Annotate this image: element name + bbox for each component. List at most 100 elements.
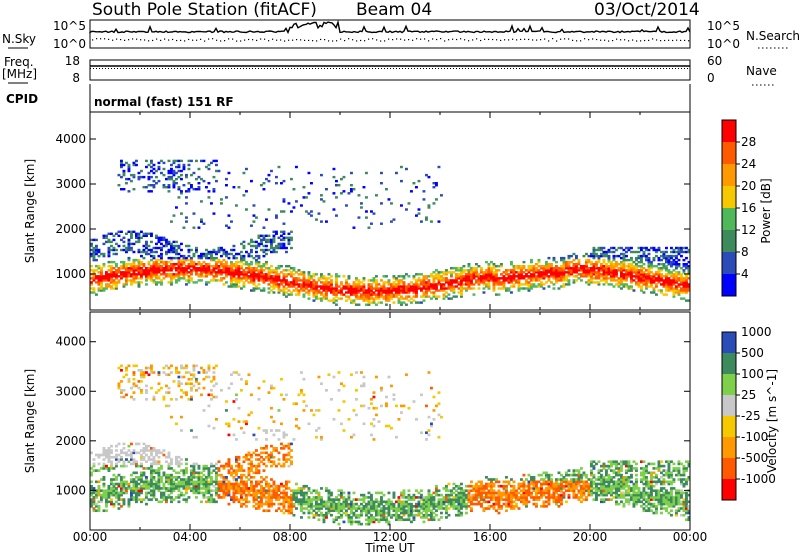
colorbar-swatch [722,142,736,164]
heatmap-cell [323,503,326,506]
heatmap-cell [178,481,181,484]
heatmap-cell [120,476,123,479]
heatmap-cell [608,283,611,285]
heatmap-cell [333,176,336,178]
heatmap-cell [283,210,286,212]
heatmap-cell [363,376,366,379]
heatmap-cell [623,253,626,255]
heatmap-cell [350,188,353,190]
heatmap-cell [223,465,226,468]
heatmap-cell [685,263,688,265]
heatmap-cell [515,271,518,273]
heatmap-cell [170,371,173,374]
heatmap-cell [285,434,288,437]
nsearch-point [240,40,241,41]
heatmap-cell [160,481,163,484]
heatmap-cell [153,180,156,182]
heatmap-cell [308,503,311,506]
heatmap-cell [603,251,606,253]
nsearch-point [548,40,549,41]
heatmap-cell [458,291,461,293]
heatmap-cell [205,489,208,492]
heatmap-cell [178,460,181,463]
heatmap-cell [185,202,188,204]
heatmap-cell [618,267,621,269]
heatmap-cell [130,269,133,271]
heatmap-cell [158,449,161,452]
heatmap-cell [118,279,121,281]
heatmap-cell [295,166,298,168]
heatmap-cell [370,503,373,506]
beam-label: Beam 04 [356,0,432,20]
heatmap-cell [213,188,216,190]
heatmap-cell [283,269,286,271]
heatmap-cell [205,465,208,468]
nsearch-point [520,39,521,40]
heatmap-cell [195,389,198,392]
station-title: South Pole Station (fitACF) [92,0,317,20]
heatmap-cell [280,394,283,397]
heatmap-cell [160,501,163,504]
heatmap-cell [255,251,258,253]
heatmap-cell [108,447,111,450]
heatmap-cell [458,281,461,283]
heatmap-cell [100,279,103,281]
heatmap-cell [360,371,363,374]
heatmap-cell [533,283,536,285]
heatmap-cell [498,265,501,267]
heatmap-cell [208,369,211,372]
heatmap-cell [125,481,128,484]
heatmap-cell [103,243,106,245]
heatmap-cell [143,371,146,374]
heatmap-cell [418,212,421,214]
heatmap-cell [143,186,146,188]
heatmap-cell [110,445,113,448]
heatmap-cell [665,255,668,257]
heatmap-cell [110,269,113,271]
heatmap-cell [225,261,228,263]
heatmap-cell [515,265,518,267]
heatmap-cell [185,196,188,198]
heatmap-cell [375,512,378,515]
heatmap-cell [95,293,98,295]
heatmap-cell [140,474,143,477]
heatmap-cell [433,275,436,277]
heatmap-cell [615,261,618,263]
heatmap-cell [170,398,173,401]
heatmap-cell [183,391,186,394]
heatmap-cell [238,498,241,501]
heatmap-cell [170,220,173,222]
heatmap-cell [135,233,138,235]
heatmap-cell [110,489,113,492]
heatmap-cell [628,263,631,265]
heatmap-cell [130,478,133,481]
heatmap-cell [158,281,161,283]
heatmap-cell [163,239,166,241]
heatmap-cell [123,396,126,399]
cpid-value: normal (fast) 151 RF [94,95,234,109]
heatmap-cell [108,458,111,461]
heatmap-cell [128,460,131,463]
freq-panel: Freq. [MHz] 18 8 60 0 Nave [2,54,777,85]
heatmap-cell [288,496,291,499]
nsearch-point [308,40,309,41]
nsearch-point [112,40,113,41]
heatmap-cell [95,469,98,472]
heatmap-cell [103,275,106,277]
heatmap-cell [473,267,476,269]
heatmap-cell [548,269,551,271]
heatmap-cell [238,467,241,470]
heatmap-cell [205,376,208,379]
heatmap-cell [448,279,451,281]
heatmap-cell [263,227,266,229]
heatmap-cell [158,180,161,182]
heatmap-cell [273,447,276,450]
heatmap-cell [190,269,193,271]
heatmap-cell [133,382,136,385]
heatmap-cell [408,283,411,285]
heatmap-cell [253,257,256,259]
heatmap-cell [188,190,191,192]
heatmap-cell [543,269,546,271]
heatmap-cell [168,489,171,492]
